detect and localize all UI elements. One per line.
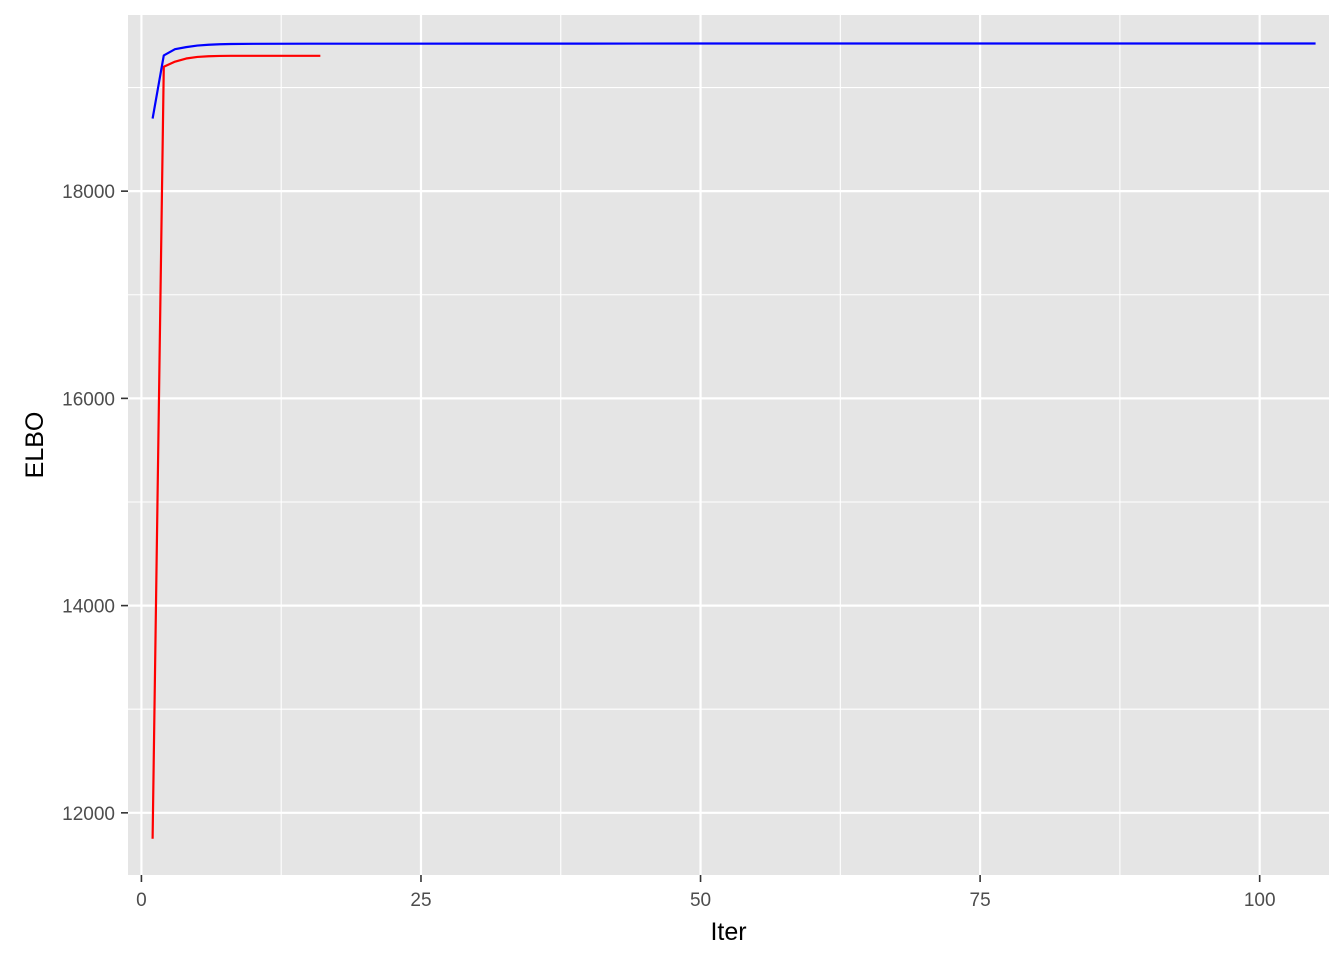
series-lines — [151, 42, 1316, 839]
series-line-1 — [151, 54, 321, 839]
plot-panel — [128, 15, 1329, 875]
x-tick-label: 25 — [410, 890, 431, 911]
x-axis-title: Iter — [710, 918, 746, 946]
y-axis-tick-labels: 12000 14000 16000 18000 — [62, 182, 115, 825]
minor-gridlines — [128, 15, 1329, 875]
series-line-2 — [151, 42, 1316, 119]
major-gridlines — [128, 15, 1329, 875]
x-tick-label: 50 — [690, 890, 711, 911]
x-tick-label: 75 — [970, 890, 991, 911]
x-tick-label: 0 — [136, 890, 147, 911]
y-tick-label: 12000 — [62, 804, 115, 825]
y-tick-label: 18000 — [62, 182, 115, 203]
y-tick-label: 14000 — [62, 597, 115, 618]
y-tick-label: 16000 — [62, 389, 115, 410]
y-axis-title: ELBO — [21, 412, 49, 479]
x-tick-label: 100 — [1244, 890, 1276, 911]
x-axis-tick-labels: 0 25 50 75 100 — [136, 890, 1275, 911]
axis-ticks — [121, 190, 1261, 882]
